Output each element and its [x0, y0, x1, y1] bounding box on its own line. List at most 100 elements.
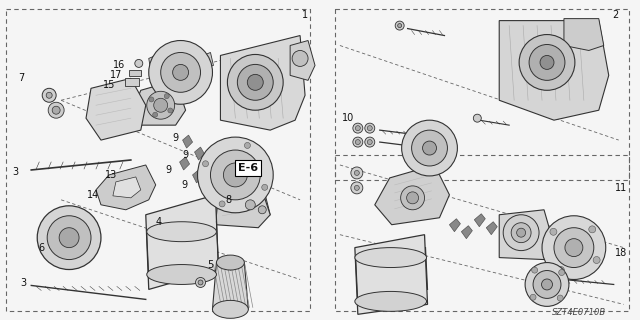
Circle shape	[59, 228, 79, 248]
Text: 9: 9	[182, 150, 189, 160]
Circle shape	[557, 267, 564, 274]
Polygon shape	[86, 78, 146, 140]
Circle shape	[533, 270, 561, 298]
Circle shape	[365, 137, 375, 147]
Circle shape	[355, 185, 359, 190]
Circle shape	[401, 186, 424, 210]
Circle shape	[516, 228, 525, 237]
Polygon shape	[461, 226, 472, 239]
Circle shape	[196, 277, 205, 287]
Circle shape	[550, 228, 557, 235]
Circle shape	[154, 98, 168, 112]
Text: E-6: E-6	[238, 163, 259, 173]
Circle shape	[519, 35, 575, 90]
Text: 9: 9	[166, 165, 172, 175]
Bar	[335, 155, 628, 311]
Ellipse shape	[147, 222, 216, 242]
Polygon shape	[133, 80, 186, 125]
Circle shape	[367, 140, 372, 145]
Circle shape	[247, 74, 263, 90]
Circle shape	[355, 140, 360, 145]
Circle shape	[525, 262, 569, 306]
Circle shape	[47, 216, 91, 260]
Polygon shape	[499, 210, 554, 260]
Polygon shape	[564, 19, 604, 51]
Text: 1: 1	[302, 10, 308, 20]
Text: 6: 6	[38, 243, 44, 252]
Text: 18: 18	[614, 248, 627, 258]
Circle shape	[173, 64, 189, 80]
Polygon shape	[375, 165, 449, 225]
Polygon shape	[193, 170, 202, 183]
Circle shape	[46, 92, 52, 98]
Text: 16: 16	[113, 60, 125, 70]
Circle shape	[149, 97, 154, 102]
Ellipse shape	[216, 255, 244, 270]
Circle shape	[351, 182, 363, 194]
Text: 17: 17	[109, 70, 122, 80]
Circle shape	[153, 112, 157, 117]
Circle shape	[559, 269, 564, 276]
Ellipse shape	[212, 300, 248, 318]
Circle shape	[198, 280, 203, 285]
Bar	[129, 70, 141, 76]
Bar	[6, 9, 310, 311]
Circle shape	[355, 171, 359, 175]
Circle shape	[530, 294, 536, 300]
Circle shape	[42, 88, 56, 102]
Text: 3: 3	[20, 278, 26, 288]
Text: SZT4E0710B: SZT4E0710B	[552, 308, 606, 317]
Text: 3: 3	[12, 167, 19, 177]
Circle shape	[262, 184, 268, 190]
Circle shape	[541, 279, 552, 290]
Polygon shape	[148, 52, 166, 70]
Polygon shape	[220, 36, 305, 130]
Text: 11: 11	[614, 183, 627, 193]
Circle shape	[474, 114, 481, 122]
Circle shape	[355, 126, 360, 131]
Text: 8: 8	[225, 195, 232, 205]
Polygon shape	[290, 41, 315, 80]
Polygon shape	[355, 235, 428, 314]
Circle shape	[292, 51, 308, 67]
Circle shape	[48, 102, 64, 118]
Circle shape	[164, 94, 169, 99]
Circle shape	[237, 64, 273, 100]
Circle shape	[227, 54, 283, 110]
Circle shape	[353, 137, 363, 147]
Circle shape	[397, 24, 402, 28]
Text: 7: 7	[18, 73, 24, 83]
Circle shape	[395, 21, 404, 30]
Circle shape	[245, 200, 255, 210]
Text: 15: 15	[103, 80, 115, 90]
Circle shape	[557, 295, 563, 301]
Circle shape	[353, 123, 363, 133]
Text: 9: 9	[173, 133, 179, 143]
Polygon shape	[449, 219, 460, 232]
Circle shape	[412, 130, 447, 166]
Circle shape	[52, 106, 60, 114]
Bar	[335, 9, 628, 180]
Circle shape	[259, 206, 266, 214]
Circle shape	[202, 161, 209, 167]
Polygon shape	[499, 20, 609, 120]
Polygon shape	[182, 135, 193, 148]
Circle shape	[540, 55, 554, 69]
Polygon shape	[196, 52, 214, 70]
Text: 13: 13	[105, 170, 117, 180]
Circle shape	[244, 142, 250, 148]
Text: 4: 4	[156, 217, 162, 227]
Circle shape	[148, 41, 212, 104]
Text: 10: 10	[342, 113, 354, 123]
Circle shape	[503, 215, 539, 251]
Circle shape	[211, 150, 260, 200]
Polygon shape	[212, 262, 248, 309]
Circle shape	[168, 108, 173, 113]
Text: 9: 9	[182, 180, 188, 190]
Polygon shape	[486, 222, 497, 235]
Circle shape	[593, 257, 600, 263]
Ellipse shape	[147, 265, 216, 284]
Polygon shape	[146, 195, 218, 289]
Polygon shape	[236, 195, 270, 225]
Polygon shape	[113, 177, 141, 198]
